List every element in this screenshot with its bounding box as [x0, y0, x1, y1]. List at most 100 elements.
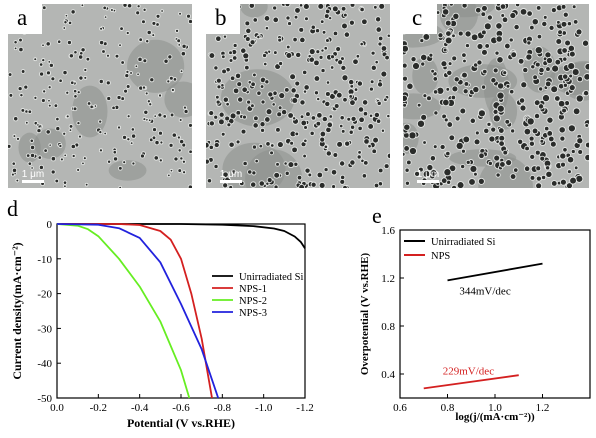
sem-pore	[143, 8, 146, 11]
scale-bar-label-c: 1 μm	[416, 169, 440, 180]
sem-pore	[223, 172, 228, 177]
sem-pore	[460, 108, 466, 114]
sem-pore	[458, 31, 463, 36]
sem-pore	[443, 48, 447, 52]
scale-bar-label-a: 1 μm	[21, 169, 45, 180]
sem-pore	[514, 24, 519, 30]
sem-pore	[359, 117, 365, 123]
sem-pore	[309, 48, 315, 55]
sem-pore	[223, 97, 229, 102]
sem-pore	[536, 176, 542, 181]
sem-pore	[322, 116, 328, 122]
sem-pore	[14, 40, 17, 44]
sem-pore	[292, 147, 297, 153]
sem-pore	[328, 16, 332, 20]
sem-pore	[250, 182, 256, 187]
sem-pore	[448, 62, 452, 66]
sem-pore	[431, 69, 435, 73]
sem-pore	[315, 29, 320, 33]
sem-pore	[551, 8, 556, 13]
sem-pore	[221, 51, 225, 56]
sem-pore	[152, 21, 156, 25]
sem-pore	[253, 123, 258, 128]
sem-pore	[143, 118, 146, 121]
chart-e-series-line-1	[423, 374, 519, 390]
sem-pore	[554, 96, 560, 101]
sem-pore	[474, 172, 477, 176]
sem-pore	[427, 164, 433, 171]
sem-pore	[118, 166, 122, 170]
sem-pore	[511, 52, 517, 58]
sem-pore	[444, 118, 448, 122]
sem-pore	[563, 57, 567, 61]
sem-pore	[538, 87, 543, 91]
sem-pore	[180, 70, 183, 73]
sem-pore	[243, 53, 249, 59]
sem-pore	[159, 159, 162, 162]
sem-pore	[473, 86, 479, 93]
sem-pore	[170, 113, 174, 117]
sem-pore	[314, 60, 319, 66]
sem-pore	[321, 49, 324, 52]
sem-pore	[34, 121, 38, 125]
sem-pore	[158, 94, 162, 97]
sem-pore	[333, 153, 338, 157]
sem-pore	[360, 7, 364, 12]
sem-pore	[540, 156, 545, 161]
sem-pore	[257, 91, 261, 95]
sem-pore	[233, 88, 239, 94]
sem-pore	[67, 40, 72, 45]
sem-pore	[74, 50, 77, 54]
sem-pore	[316, 121, 321, 126]
sem-pore	[545, 52, 551, 58]
sem-pore	[81, 4, 84, 7]
sem-pore	[585, 123, 589, 127]
sem-pore	[265, 80, 269, 84]
sem-pore	[407, 83, 413, 90]
sem-pore	[438, 33, 443, 38]
sem-pore	[72, 154, 75, 158]
sem-pore	[319, 55, 323, 59]
sem-pore	[456, 142, 463, 149]
sem-pore	[13, 117, 18, 121]
sem-pore	[113, 9, 116, 12]
sem-pore	[252, 171, 256, 175]
sem-pore	[216, 78, 221, 83]
sem-pore	[179, 118, 182, 122]
sem-pore	[57, 40, 61, 44]
sem-pore	[255, 159, 258, 163]
sem-pore	[333, 31, 338, 36]
sem-pore	[317, 112, 322, 118]
sem-pore	[571, 149, 575, 154]
sem-pore	[260, 85, 264, 89]
sem-pore	[556, 39, 562, 45]
sem-pore	[251, 82, 255, 87]
chart-e-slope-annotation-1: 229mV/dec	[443, 366, 494, 378]
chart-e-legend-label-1: NPS	[431, 251, 450, 262]
sem-pore	[568, 125, 575, 132]
sem-pore	[299, 4, 303, 7]
panel-letter-a: a	[17, 5, 28, 30]
panel-letter-e: e	[372, 203, 382, 228]
sem-pore	[143, 59, 147, 63]
sem-pore	[82, 162, 84, 165]
sem-pore	[167, 80, 170, 83]
sem-pore	[49, 63, 54, 68]
sem-pore	[558, 83, 564, 89]
sem-pore	[131, 128, 135, 131]
sem-pore	[576, 95, 583, 102]
sem-pore	[144, 110, 148, 115]
sem-pore	[339, 124, 343, 128]
sem-pore	[59, 144, 62, 148]
sem-pore	[155, 140, 159, 145]
sem-pore	[374, 112, 380, 118]
sem-pore	[474, 139, 480, 145]
sem-pore	[497, 92, 504, 99]
sem-pore	[39, 63, 43, 66]
sem-pore	[270, 151, 274, 155]
sem-pore	[350, 4, 355, 7]
sem-pore	[257, 35, 260, 39]
sem-pore	[314, 91, 319, 95]
sem-pore	[253, 116, 258, 121]
sem-pore	[145, 40, 149, 43]
